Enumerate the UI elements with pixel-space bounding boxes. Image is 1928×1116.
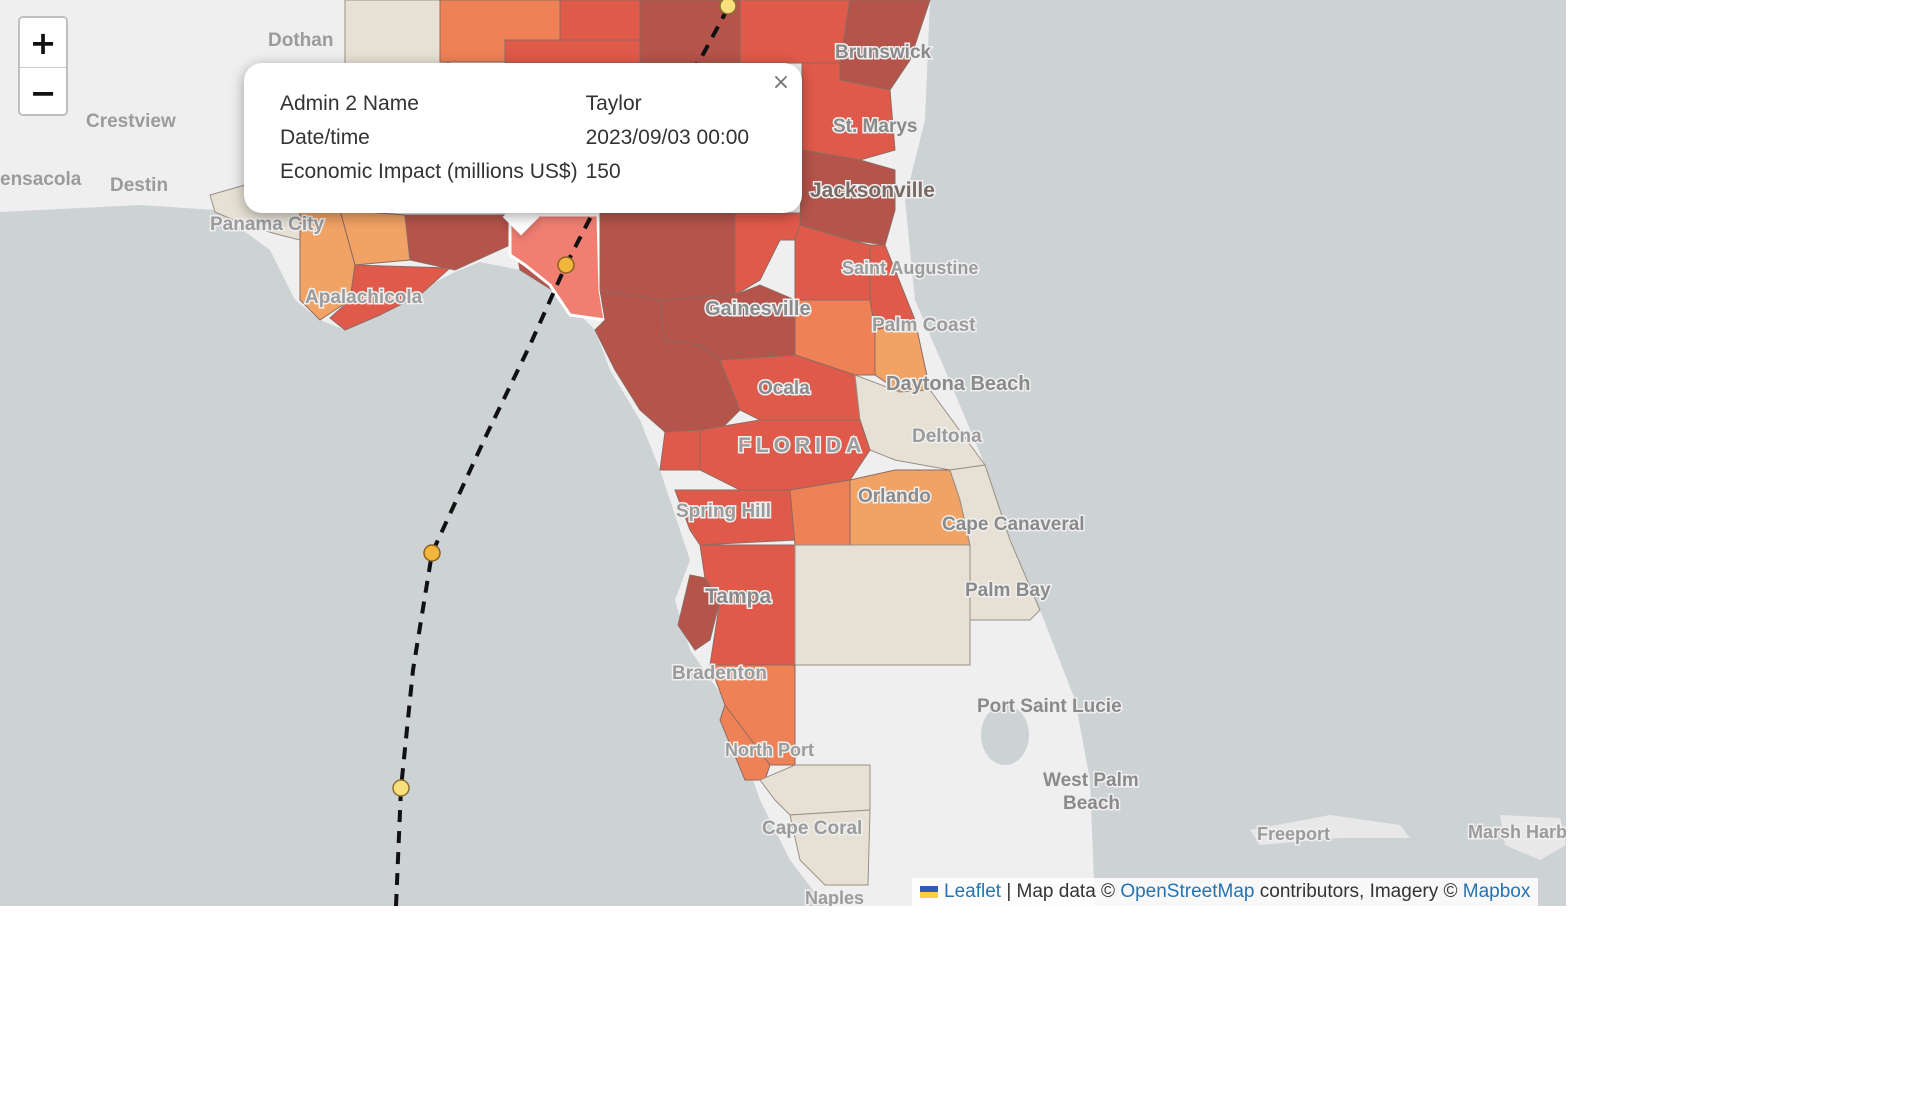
- place-label: Naples: [805, 888, 864, 906]
- popup-table: Admin 2 Name Taylor Date/time 2023/09/03…: [280, 87, 757, 189]
- place-label: Marsh Harb: [1468, 822, 1566, 842]
- openstreetmap-link[interactable]: OpenStreetMap: [1120, 881, 1255, 902]
- place-label: Bradenton: [672, 663, 767, 684]
- attribution-text: | Map data ©: [1001, 881, 1121, 902]
- ukraine-flag-icon: [920, 886, 938, 898]
- place-label: Cape Canaveral: [942, 514, 1085, 535]
- place-label: Beach: [1063, 793, 1120, 814]
- place-label: Apalachicola: [305, 287, 423, 308]
- county-lafayette-suwannee: [599, 212, 736, 301]
- county-taylor-selected[interactable]: [508, 213, 607, 322]
- track-point[interactable]: [719, 0, 737, 15]
- map-canvas[interactable]: Dothan Crestview ensacola Destin Panama …: [0, 0, 1566, 906]
- mapbox-link[interactable]: Mapbox: [1462, 881, 1531, 902]
- place-label: ensacola: [0, 169, 82, 190]
- place-label: Tampa: [705, 585, 771, 608]
- zoom-out-button[interactable]: −: [20, 67, 66, 114]
- county-osceola-highlands: [794, 544, 971, 666]
- place-label: Palm Coast: [872, 315, 976, 336]
- place-label: West Palm: [1043, 770, 1139, 791]
- leaflet-link[interactable]: Leaflet: [944, 881, 1002, 902]
- county-citrus: [659, 429, 701, 471]
- popup-value: 2023/09/03 00:00: [585, 126, 750, 149]
- place-label: Saint Augustine: [842, 258, 978, 278]
- zoom-in-button[interactable]: +: [20, 18, 66, 67]
- place-label: Orlando: [858, 486, 931, 507]
- place-label: Deltona: [912, 426, 982, 447]
- place-label: Destin: [110, 175, 168, 196]
- place-label: Freeport: [1257, 824, 1330, 844]
- place-label: FLORIDA: [738, 434, 866, 457]
- place-label: Port Saint Lucie: [977, 696, 1122, 717]
- county-top-red2: [739, 0, 851, 64]
- county-collier-north: [789, 809, 871, 886]
- place-label: Daytona Beach: [886, 373, 1031, 395]
- popup-value: Taylor: [585, 92, 642, 115]
- place-label: Gainesville: [705, 298, 811, 320]
- land-bahamas: [1250, 815, 1566, 860]
- map-attribution: Leaflet | Map data © OpenStreetMap contr…: [912, 878, 1539, 906]
- zoom-control: + −: [18, 16, 68, 116]
- place-label: Jacksonville: [810, 179, 935, 202]
- place-label: Crestview: [86, 111, 176, 132]
- popup-row: Admin 2 Name Taylor: [280, 87, 757, 121]
- popup-close-button[interactable]: ×: [771, 70, 791, 95]
- county-liberty-leon: [404, 214, 511, 271]
- place-label: Palm Bay: [965, 580, 1051, 601]
- hurricane-track: [394, 7, 730, 906]
- place-label: Ocala: [758, 378, 810, 399]
- place-label: Spring Hill: [676, 501, 771, 522]
- place-label: Panama City: [210, 214, 324, 235]
- attribution-text: contributors, Imagery ©: [1254, 881, 1463, 902]
- county-charlotte: [719, 703, 771, 781]
- track-point[interactable]: [392, 779, 410, 797]
- popup-label: Economic Impact (millions US$): [280, 160, 578, 183]
- popup-label: Date/time: [280, 126, 370, 149]
- place-label: Dothan: [268, 30, 333, 51]
- place-label: St. Marys: [833, 116, 917, 137]
- popup-row: Economic Impact (millions US$) 150: [280, 155, 757, 189]
- track-point[interactable]: [557, 256, 575, 274]
- place-label: Cape Coral: [762, 818, 862, 839]
- county-franklin: [329, 264, 452, 331]
- county-polk-east: [789, 479, 851, 546]
- popup-label: Admin 2 Name: [280, 92, 419, 115]
- lake-okeechobee: [981, 705, 1029, 765]
- place-labels: Dothan Crestview ensacola Destin Panama …: [0, 29, 1566, 907]
- place-label: North Port: [725, 740, 814, 760]
- track-point[interactable]: [423, 544, 441, 562]
- popup-value: 150: [585, 160, 621, 183]
- county-brevard: [949, 464, 1041, 621]
- popup-row: Date/time 2023/09/03 00:00: [280, 121, 757, 155]
- place-label: Brunswick: [835, 42, 932, 63]
- county-info-popup: × Admin 2 Name Taylor Date/time 2023/09/…: [244, 63, 802, 213]
